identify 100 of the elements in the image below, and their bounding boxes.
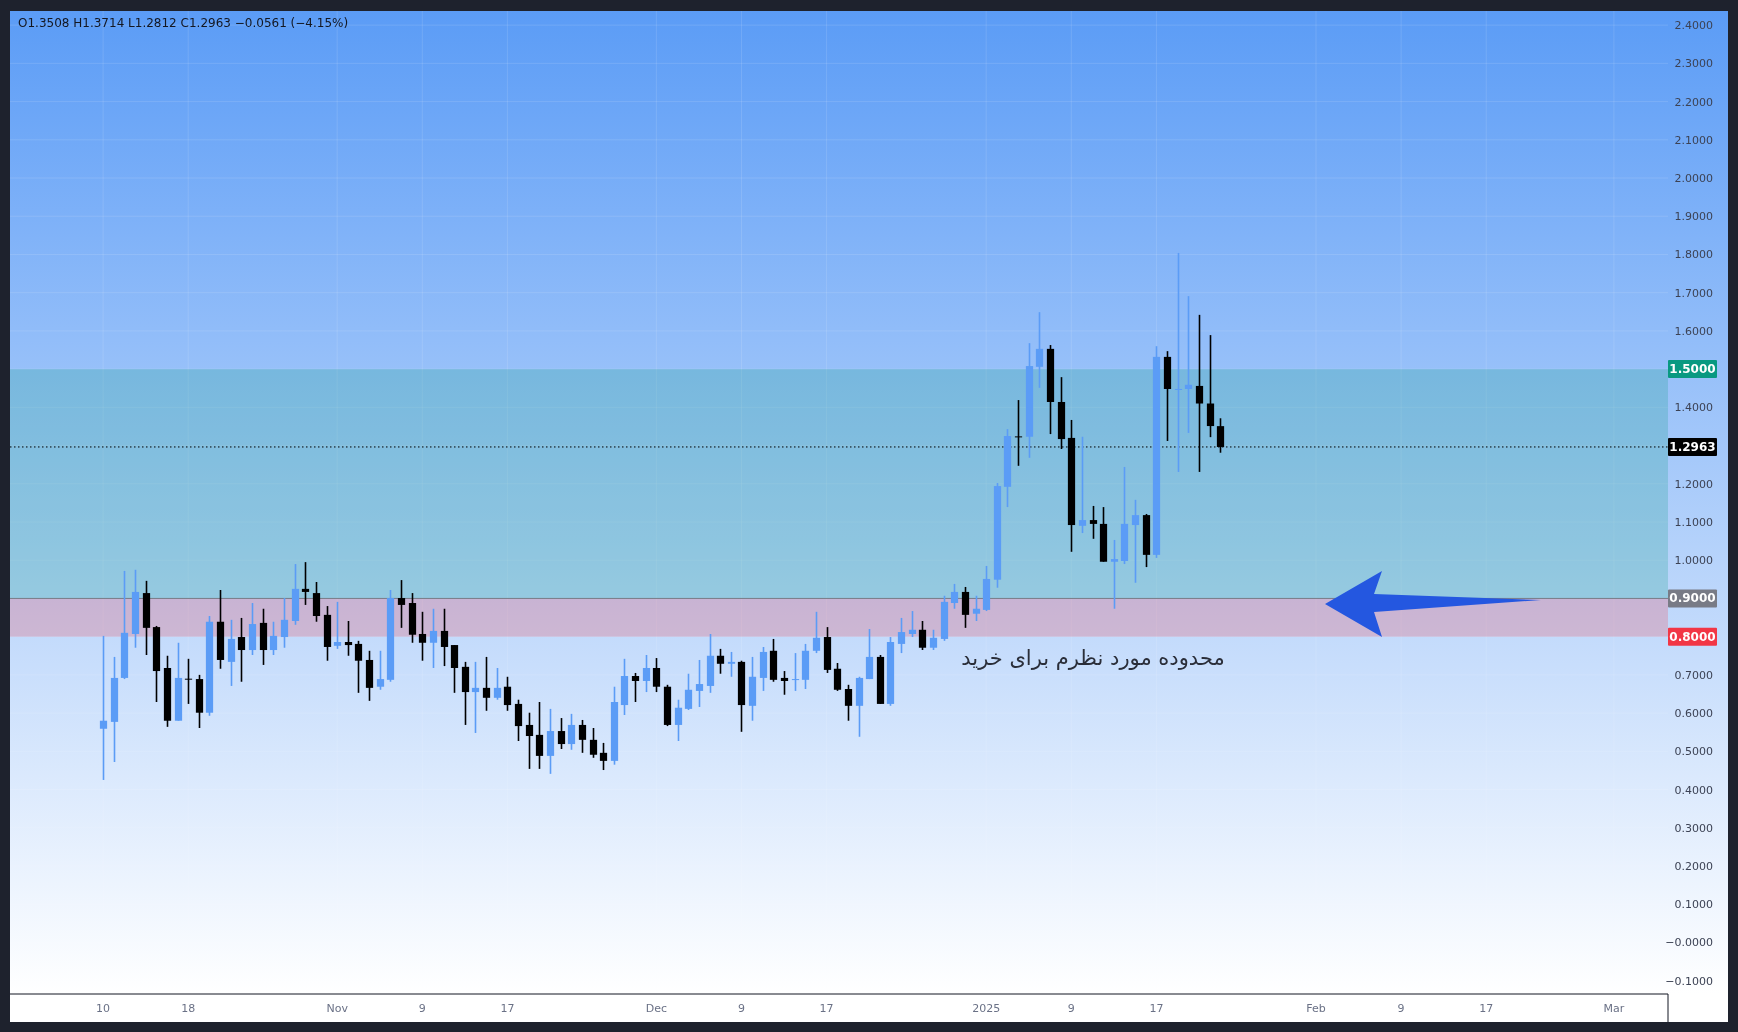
candlestick — [791, 652, 800, 692]
candlestick — [493, 667, 502, 701]
candlestick — [929, 628, 938, 651]
candlestick — [503, 675, 512, 712]
candlestick — [833, 662, 842, 692]
candlestick — [418, 611, 427, 662]
candlestick — [557, 717, 566, 750]
y-tick-label: 2.1000 — [1674, 133, 1713, 147]
candlestick — [376, 649, 385, 691]
candlestick — [1174, 252, 1183, 473]
band-label: 1.5000 — [1669, 362, 1716, 377]
candlestick — [589, 727, 598, 759]
candlestick — [227, 619, 236, 687]
y-tick-label: 1.6000 — [1674, 324, 1713, 338]
y-tick-label: 1.1000 — [1674, 515, 1713, 529]
candlestick — [397, 579, 406, 629]
candlestick — [525, 711, 534, 770]
candlestick — [301, 561, 310, 606]
candlestick — [897, 617, 906, 654]
ref-line-label: 0.9000 — [1669, 591, 1716, 606]
candlestick — [482, 656, 491, 712]
y-tick-label: 1.4000 — [1674, 401, 1713, 415]
candlestick — [631, 672, 640, 703]
candlestick — [99, 635, 108, 781]
candlestick — [578, 719, 587, 754]
y-tick-label: 1.8000 — [1674, 248, 1713, 262]
candlestick — [1078, 435, 1087, 534]
candlestick — [471, 661, 480, 734]
y-tick-label: 0.6000 — [1674, 707, 1713, 721]
y-tick-label: 2.4000 — [1674, 19, 1713, 33]
candlestick — [429, 607, 438, 669]
annotation: O1.3508 H1.3714 L1.2812 C1.2963 −0.0561 (−4.15%) — [18, 16, 349, 30]
x-tick-label: 17 — [500, 1002, 515, 1015]
y-tick-label: 0.2000 — [1674, 859, 1713, 873]
candlestick — [684, 672, 693, 711]
candlestick — [354, 640, 363, 694]
x-tick-label: Mar — [1603, 1002, 1625, 1015]
candlestick — [535, 701, 544, 770]
y-tick-label: 1.7000 — [1674, 286, 1713, 300]
candlestick — [237, 617, 246, 683]
candlestick — [184, 658, 193, 705]
candlestick — [269, 620, 278, 656]
candlestick — [312, 581, 321, 623]
candlestick — [972, 594, 981, 622]
y-tick-label: 2.2000 — [1674, 95, 1713, 109]
candlestick — [450, 644, 459, 694]
x-tick-label: 18 — [181, 1002, 196, 1015]
y-tick-label: 2.3000 — [1674, 57, 1713, 71]
y-tick-label: 1.2000 — [1674, 477, 1713, 491]
candlestick — [344, 620, 353, 657]
x-tick-label: 10 — [96, 1002, 111, 1015]
candlestick — [961, 586, 970, 629]
band-label: 0.8000 — [1669, 629, 1716, 644]
x-tick-label: 17 — [819, 1002, 834, 1015]
candlestick — [1206, 334, 1215, 438]
candlestick — [695, 659, 704, 708]
candlestick — [918, 620, 927, 651]
candlestick — [1089, 505, 1098, 540]
x-tick-label: Dec — [645, 1002, 667, 1015]
y-tick-label: 2.0000 — [1674, 172, 1713, 186]
x-tick-label: Feb — [1306, 1002, 1326, 1015]
candlestick — [908, 610, 917, 638]
candlestick — [599, 742, 608, 771]
x-tick-label: 9 — [737, 1002, 745, 1015]
y-tick-label: 0.4000 — [1674, 783, 1713, 797]
y-tick-label: 0.1000 — [1674, 898, 1713, 912]
candlestick — [727, 651, 736, 678]
x-tick-label: 17 — [1479, 1002, 1494, 1015]
candlestick — [642, 654, 651, 693]
candlestick — [865, 628, 874, 680]
x-tick-label: 17 — [1149, 1002, 1164, 1015]
candlestick — [1035, 311, 1044, 389]
candlestick — [514, 698, 523, 742]
candlestick — [1110, 539, 1119, 610]
x-tick-label: Nov — [326, 1002, 349, 1015]
y-tick-label: −0.1000 — [1665, 974, 1713, 988]
candlestick — [844, 684, 853, 722]
annotation: محدوده مورد نظرم برای خرید — [961, 645, 1225, 670]
y-tick-label: 0.3000 — [1674, 821, 1713, 835]
candlestick — [280, 597, 289, 649]
y-tick-label: 1.9000 — [1674, 210, 1713, 224]
x-tick-label: 9 — [418, 1002, 426, 1015]
candlestick — [440, 607, 449, 667]
candlestick — [812, 611, 821, 654]
candlestick — [1184, 295, 1193, 434]
x-tick-label: 9 — [1397, 1002, 1405, 1015]
y-tick-label: 0.5000 — [1674, 745, 1713, 759]
y-tick-label: 0.7000 — [1674, 668, 1713, 682]
candlestick — [780, 670, 789, 696]
ref-line-label: 1.2963 — [1669, 439, 1716, 454]
candlestick — [674, 698, 683, 742]
candlestick — [950, 583, 959, 610]
candlestick — [652, 657, 661, 693]
y-tick-label: 1.0000 — [1674, 554, 1713, 568]
candlestick — [333, 601, 342, 650]
x-tick-label: 2025 — [972, 1002, 1001, 1015]
y-tick-label: −0.0000 — [1665, 936, 1713, 950]
candlestick — [567, 713, 576, 751]
candlestick — [1131, 499, 1140, 584]
candlestick — [716, 648, 725, 675]
